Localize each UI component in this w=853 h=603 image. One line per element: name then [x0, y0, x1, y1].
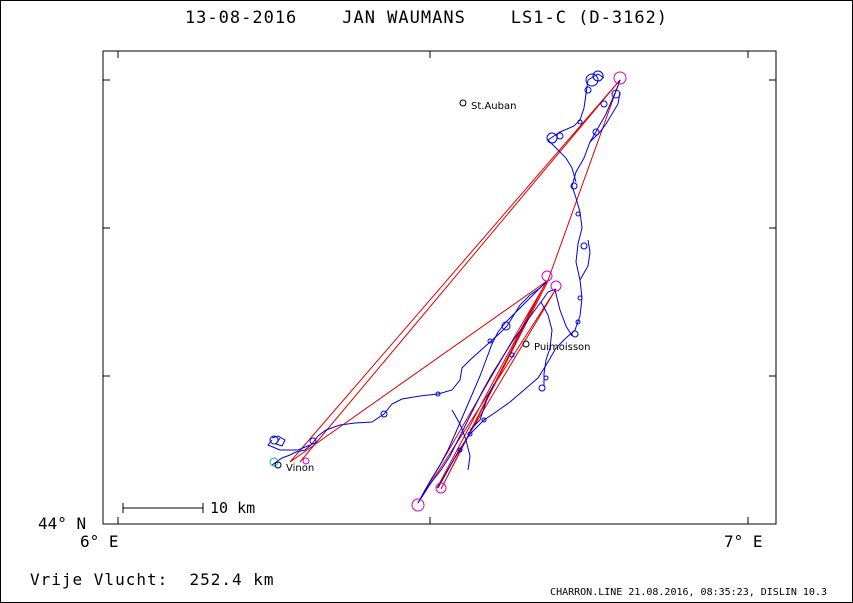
- scale-bar: [122, 503, 204, 513]
- flight-track: [267, 73, 621, 504]
- flight-title: 13-08-2016 JAN WAUMANS LS1-C (D-3162): [184, 8, 669, 28]
- thermal-loops: [269, 70, 621, 453]
- place-label-puimoisson: Puimoisson: [534, 342, 591, 353]
- task-lines: [289, 79, 621, 504]
- free-flight-distance: Vrije Vlucht: 252.4 km: [30, 570, 275, 589]
- latitude-label: 44° N: [38, 514, 87, 533]
- place-marker-st-auban: [459, 99, 467, 107]
- place-label-st-auban: St.Auban: [471, 101, 517, 112]
- axis-ticks: [103, 51, 776, 525]
- turnpoint-markers: [302, 71, 627, 512]
- place-label-vinon: Vinon: [286, 463, 315, 474]
- plot-border: [102, 50, 777, 525]
- longitude-label-right: 7° E: [724, 532, 763, 551]
- place-marker-vinon: [274, 461, 282, 469]
- longitude-label-left: 6° E: [80, 532, 119, 551]
- place-marker-puimoisson: [522, 340, 530, 348]
- scale-bar-label: 10 km: [210, 499, 256, 517]
- footer-info: CHARRON.LINE 21.08.2016, 08:35:23, DISLI…: [550, 587, 827, 598]
